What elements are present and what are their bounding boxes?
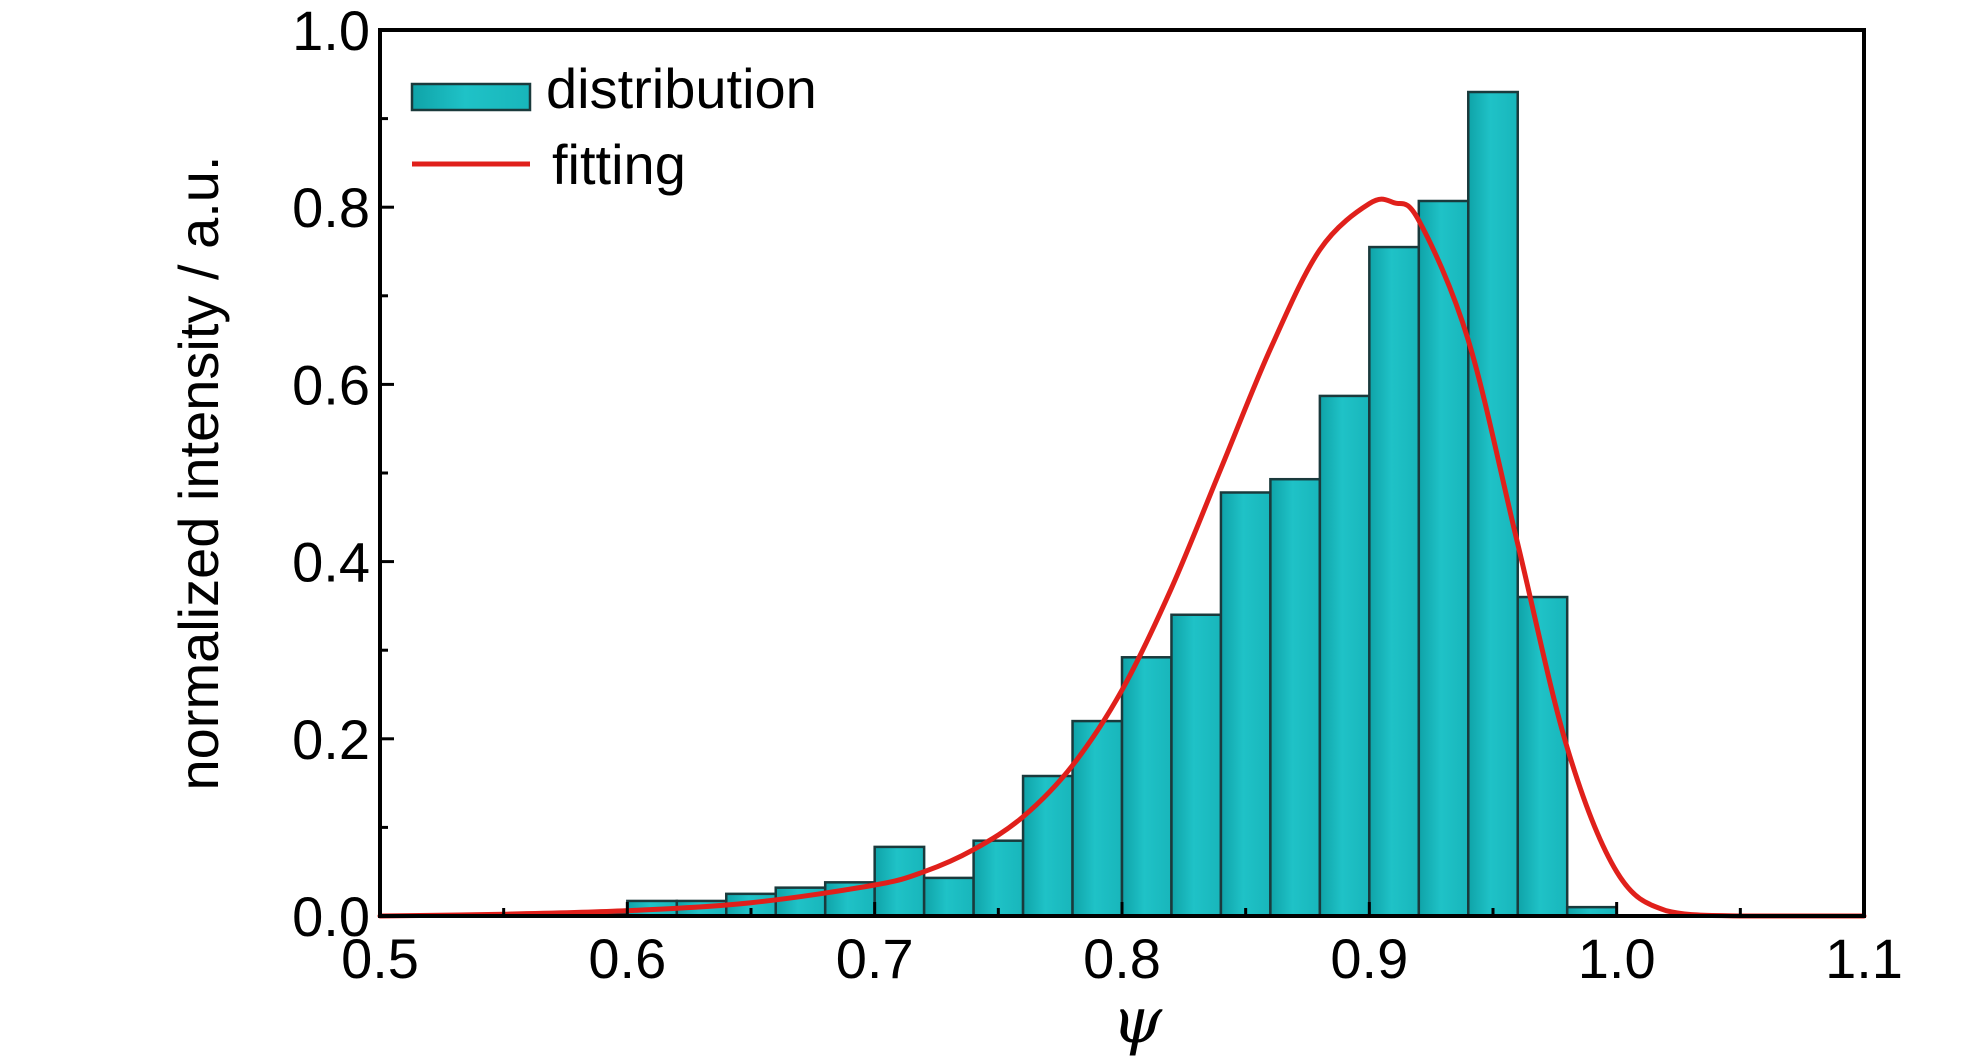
x-tick-label: 1.0 (1578, 927, 1656, 990)
histogram-bars (527, 90, 1618, 918)
y-tick-label: 0.0 (292, 885, 370, 948)
histogram-bar (972, 839, 1025, 918)
histogram-bar (1318, 394, 1371, 918)
y-tick-label: 1.0 (292, 0, 370, 62)
axes (378, 28, 1866, 918)
histogram-bar (1219, 491, 1272, 918)
x-tick-labels: 0.5 0.6 0.7 0.8 0.9 1.0 1.1 (341, 927, 1903, 990)
legend-label-distribution: distribution (546, 57, 817, 120)
histogram-bar (1170, 613, 1223, 918)
fitting-curve (377, 196, 1867, 919)
histogram-bar (1368, 245, 1421, 918)
y-tick-label: 0.6 (292, 353, 370, 416)
y-tick-label: 0.4 (292, 531, 370, 594)
legend: distribution fitting (410, 57, 817, 196)
x-tick-label: 0.7 (836, 927, 914, 990)
fit-line-layer (377, 196, 1867, 919)
y-axis-title: normalized intensity / a.u. (167, 156, 230, 791)
y-tick-labels: 0.0 0.2 0.4 0.6 0.8 1.0 (292, 0, 370, 948)
x-axis-title: ψ (1112, 984, 1163, 1058)
histogram-bar (922, 876, 975, 918)
x-tick-label: 1.1 (1825, 927, 1903, 990)
x-tick-label: 0.9 (1330, 927, 1408, 990)
x-tick-label: 0.5 (341, 927, 419, 990)
y-tick-label: 0.2 (292, 708, 370, 771)
x-tick-label: 0.6 (588, 927, 666, 990)
legend-swatch-distribution (410, 82, 532, 112)
histogram-bar (1417, 199, 1470, 918)
legend-label-fitting: fitting (552, 133, 686, 196)
histogram-bar (1071, 719, 1124, 918)
histogram-bar (1120, 656, 1173, 918)
y-tick-label: 0.8 (292, 176, 370, 239)
x-tick-label: 0.8 (1083, 927, 1161, 990)
histogram-bar (1269, 477, 1322, 918)
